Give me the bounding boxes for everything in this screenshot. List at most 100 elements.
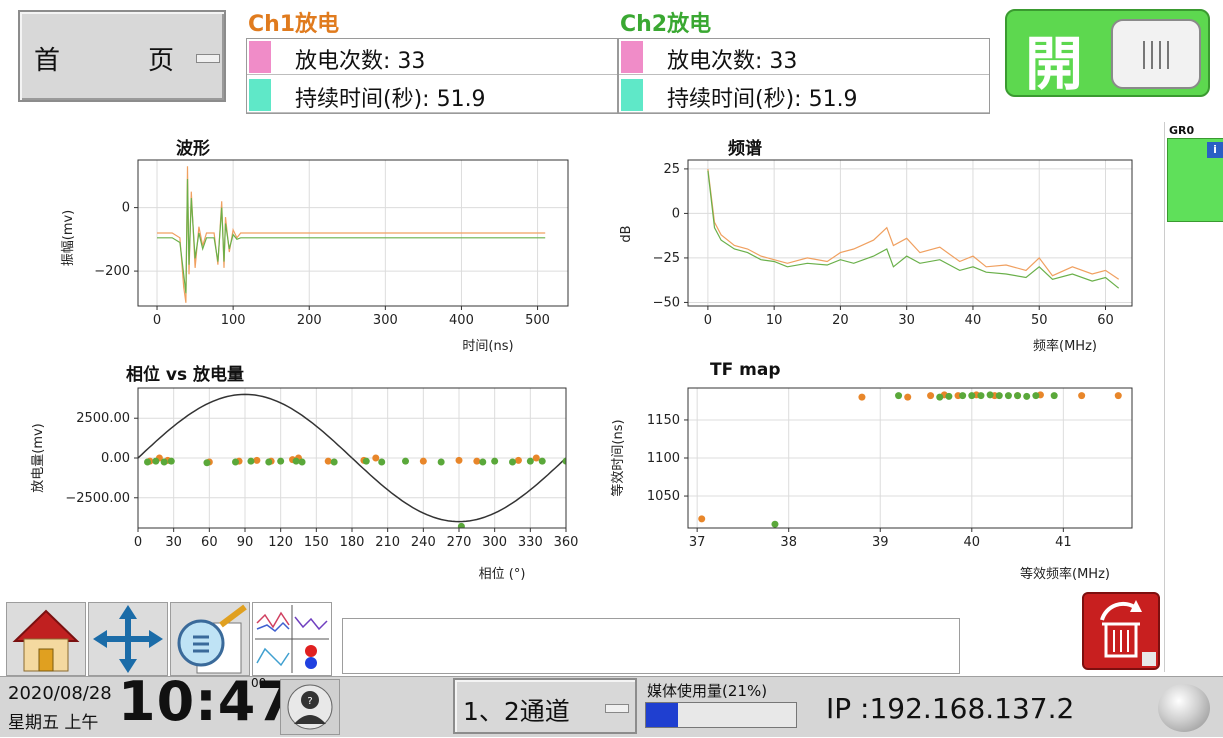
y-tick-label: −2500.00 [65,491,130,506]
y-tick-label: 0 [672,206,680,221]
ch1-stats: 放电次数: 33 持续时间(秒): 51.9 [246,38,618,114]
x-tick-label: 10 [766,313,783,328]
scatter-point [160,458,168,466]
view-layout-button[interactable] [252,602,332,676]
scatter-point [298,458,306,466]
media-usage-bar [645,702,797,728]
scatter-point [247,457,255,465]
y-tick-label: 1150 [647,413,680,428]
spectrum-title: 频谱 [728,139,762,159]
scatter-point [419,457,427,465]
scatter-point [203,459,211,467]
scatter-point [402,457,409,465]
toggle-label: 開 [1025,30,1084,98]
x-tick-label: 210 [375,535,400,550]
x-tick-label: 40 [964,535,981,550]
x-axis-label: 等效频率(MHz) [1020,566,1110,582]
scatter-point [514,456,522,464]
reference-sine-line [138,393,566,523]
scatter-point [292,457,300,465]
series-line-1 [707,168,1120,280]
x-tick-label: 41 [1055,535,1072,550]
scatter-point [977,392,985,400]
user-button[interactable]: ? [280,679,340,735]
home-icon [12,609,80,672]
scatter-point [927,392,935,400]
home-page-dropdown[interactable]: 首 页 [18,10,226,102]
scatter-point [491,457,499,465]
channel-dropdown[interactable]: 1、2通道 [453,678,637,734]
scatter-point [144,458,152,466]
home-dropdown-label-1: 首 [34,46,61,76]
ch2-duration-text: 持续时间(秒): 51.9 [667,87,858,112]
x-tick-label: 20 [832,313,849,328]
plot-frame [137,159,569,307]
scatter-point [936,393,944,401]
scatter-point [995,392,1003,400]
y-axis-label: 振幅(mv) [61,210,76,267]
clock-time: 10:47 [118,670,295,733]
phase-title: 相位 vs 放电量 [126,365,245,385]
ch2-duration-swatch [621,79,643,111]
waveform-chart: 0 100 200 300 400 500 0 −200 时间(ns) 振幅(mv) [61,159,569,354]
phase-chart: 0 30 60 90 120 150 180 210 240 270 300 330 360 2500.0… [31,387,579,582]
info-icon[interactable]: i [1207,142,1223,158]
toggle-knob[interactable] [1111,19,1201,89]
ch2-title: Ch2放电 [620,12,712,37]
scatter-point [437,458,445,466]
ch2-stats: 放电次数: 33 持续时间(秒): 51.9 [618,38,990,114]
x-tick-label: 120 [268,535,293,550]
ch1-duration-row: 持续时间(秒): 51.9 [247,77,617,113]
y-tick-label: −200 [94,264,130,279]
zoom-tool-button[interactable] [170,602,250,676]
x-tick-label: 180 [340,535,365,550]
scatter-point [253,456,261,464]
x-tick-label: 30 [898,313,915,328]
y-tick-label: 1050 [647,489,680,504]
scatter-point [455,456,463,464]
scatter-point [959,392,967,400]
x-tick-label: 90 [237,535,254,550]
scatter-point [698,515,706,523]
ch1-title: Ch1放电 [248,12,340,37]
clear-data-button[interactable] [1082,592,1160,670]
ch1-count-swatch [249,41,271,73]
tfmap-chart: 37 38 39 40 41 1150 1100 1050 等效频率(MHz) 等效时间(ns) [610,387,1133,582]
connection-sphere-icon[interactable] [1158,684,1210,732]
scatter-point [1114,392,1122,400]
scatter-point [457,522,465,528]
ch1-count-text: 放电次数: 33 [295,49,426,74]
x-tick-label: 60 [1097,313,1114,328]
scatter-point [1004,392,1012,400]
x-tick-label: 37 [689,535,706,550]
x-tick-label: 0 [134,535,142,550]
home-tool-button[interactable] [6,602,86,676]
x-tick-label: 0 [704,313,712,328]
power-toggle[interactable]: 開 [1005,9,1210,98]
dropdown-indicator-icon [196,54,220,63]
scatter-point [372,454,380,462]
scatter-point [1023,392,1031,400]
move-arrows-icon [93,605,163,673]
side-panel-label: GR0 [1169,124,1195,137]
x-tick-label: 300 [373,313,398,328]
scatter-point [231,458,239,466]
scatter-point [526,457,534,465]
move-tool-button[interactable] [88,602,168,676]
x-tick-label: 38 [780,535,797,550]
weekday-text: 星期五 上午 [8,713,99,733]
home-dropdown-label-2: 页 [148,46,175,76]
y-tick-label: 0.00 [101,451,130,466]
ch1-count-row: 放电次数: 33 [247,39,617,75]
scatter-point [362,457,370,465]
channel-dropdown-label: 1、2通道 [463,697,570,726]
scatter-point [1014,392,1022,400]
ch2-count-row: 放电次数: 33 [619,39,989,75]
ch1-duration-swatch [249,79,271,111]
y-axis-label: 等效时间(ns) [610,419,626,496]
scatter-point [473,457,481,465]
scatter-point [538,457,546,465]
scatter-point [562,457,566,465]
x-tick-label: 360 [554,535,579,550]
ch2-count-text: 放电次数: 33 [667,49,798,74]
